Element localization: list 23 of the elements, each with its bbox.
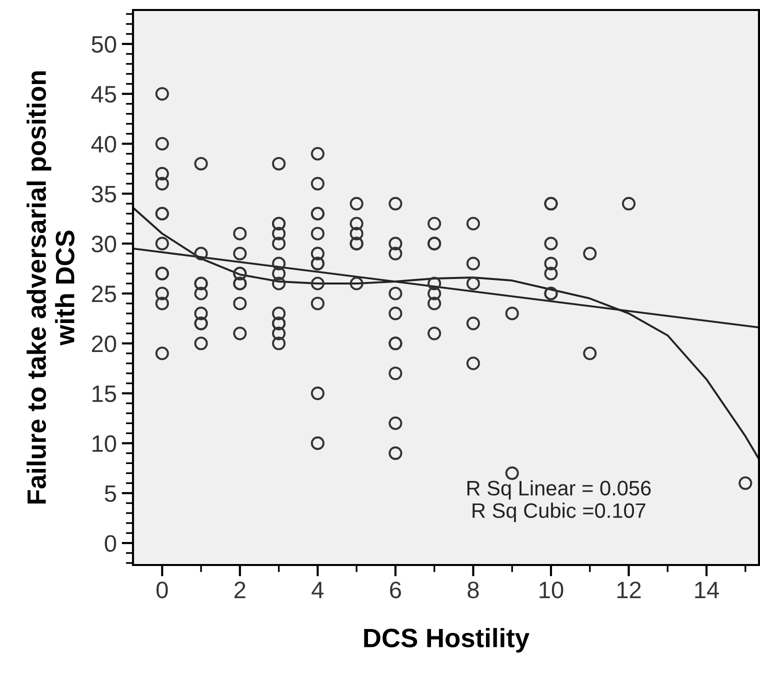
y-tick-label: 25 bbox=[92, 286, 116, 302]
annotation: R Sq Cubic =0.107 bbox=[472, 502, 646, 522]
x-axis-title: DCS Hostility bbox=[364, 628, 530, 653]
y-tick-label: 45 bbox=[91, 86, 116, 103]
x-tick-label: 6 bbox=[390, 582, 401, 598]
x-tick-label: 12 bbox=[617, 582, 641, 598]
x-tick-label: 2 bbox=[234, 582, 246, 598]
y-tick-label: 30 bbox=[92, 236, 116, 252]
y-tick-label: 50 bbox=[92, 36, 116, 53]
y-tick-label: 0 bbox=[104, 535, 116, 552]
y-tick-label: 10 bbox=[92, 435, 116, 452]
y-axis-title: Failure to take adversarial position with DCS bbox=[26, 71, 74, 504]
y-tick-label: 20 bbox=[92, 335, 116, 352]
x-tick-label: 8 bbox=[468, 582, 479, 598]
y-tick-label: 15 bbox=[92, 386, 116, 402]
annotation: R Sq Linear = 0.056 bbox=[467, 480, 651, 500]
x-tick-label: 10 bbox=[540, 582, 564, 598]
x-tick-label: 14 bbox=[695, 582, 719, 598]
y-tick-label: 5 bbox=[104, 485, 116, 502]
x-tick-label: 0 bbox=[156, 582, 168, 598]
x-tick-label: 4 bbox=[312, 582, 324, 598]
y-tick-label: 35 bbox=[92, 186, 116, 202]
y-tick-label: 40 bbox=[91, 136, 116, 153]
